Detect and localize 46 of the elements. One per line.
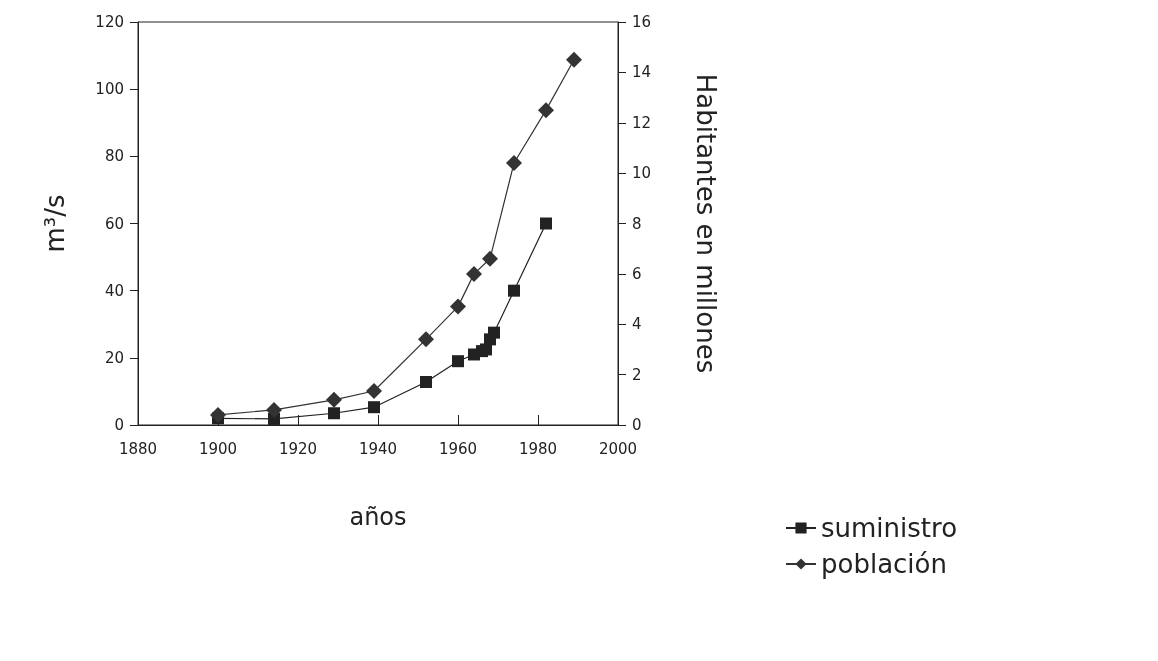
y2-tick-label: 14 bbox=[632, 63, 652, 82]
legend-label: población bbox=[821, 549, 947, 579]
point bbox=[538, 102, 554, 119]
point bbox=[418, 331, 434, 348]
y-tick-label: 80 bbox=[104, 147, 124, 166]
point bbox=[488, 326, 500, 339]
point bbox=[466, 265, 482, 282]
point bbox=[566, 51, 582, 68]
x-tick-label: 1960 bbox=[438, 439, 478, 458]
point bbox=[328, 407, 340, 420]
x-tick-label: 1920 bbox=[278, 439, 318, 458]
point bbox=[508, 284, 520, 297]
point bbox=[210, 406, 226, 423]
y-tick-label: 20 bbox=[104, 348, 124, 367]
point bbox=[452, 355, 464, 368]
x-axis-title: años bbox=[349, 503, 407, 531]
y-tick-label: 120 bbox=[95, 13, 124, 31]
point bbox=[266, 401, 282, 418]
x-tick-label: 1900 bbox=[198, 439, 238, 458]
x-tick-label: 1980 bbox=[518, 439, 558, 458]
x-tick-label: 2000 bbox=[598, 439, 638, 458]
point bbox=[482, 250, 498, 267]
y2-axis-title: Habitantes en millones bbox=[691, 73, 721, 374]
y2-tick-label: 0 bbox=[632, 416, 642, 434]
point bbox=[506, 155, 522, 172]
y-axis-title: m³/s bbox=[40, 194, 70, 253]
legend-label: suministro bbox=[821, 513, 958, 543]
y2-tick-label: 8 bbox=[632, 214, 642, 233]
y2-tick-label: 4 bbox=[632, 315, 642, 334]
point bbox=[420, 376, 432, 389]
y-tick-label: 100 bbox=[95, 80, 124, 99]
y2-tick-label: 2 bbox=[632, 365, 642, 384]
y2-tick-label: 6 bbox=[632, 264, 642, 283]
point bbox=[450, 298, 466, 315]
y2-tick-label: 10 bbox=[632, 164, 652, 183]
y-tick-label: 40 bbox=[104, 281, 124, 300]
y2-tick-label: 12 bbox=[632, 113, 652, 132]
y-tick-label: 60 bbox=[104, 214, 124, 233]
y2-tick-label: 16 bbox=[632, 13, 652, 31]
x-tick-label: 1940 bbox=[358, 439, 398, 458]
point bbox=[368, 401, 380, 414]
point bbox=[326, 391, 342, 408]
point bbox=[366, 383, 382, 399]
x-tick-label: 1880 bbox=[118, 439, 158, 458]
point bbox=[540, 217, 552, 230]
y-tick-label: 0 bbox=[114, 416, 124, 434]
